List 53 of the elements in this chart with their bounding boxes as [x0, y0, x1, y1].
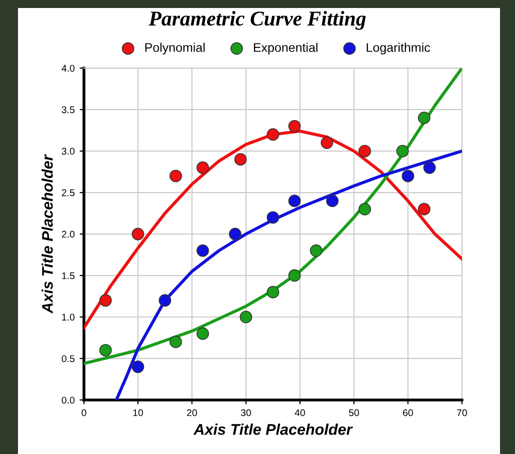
y-axis-title: Axis Title Placeholder — [42, 154, 53, 314]
point — [418, 202, 430, 216]
point — [196, 327, 209, 340]
point — [196, 244, 209, 257]
point — [132, 360, 144, 374]
point — [423, 161, 436, 174]
chart-title: Parametric Curve Fitting — [148, 10, 366, 30]
y-tick-label: 4.0 — [62, 64, 75, 72]
point — [132, 228, 144, 240]
y-tick-label: 2.0 — [62, 230, 75, 238]
point — [158, 294, 172, 307]
x-tick-label: 20 — [187, 409, 197, 416]
point — [196, 161, 209, 174]
legend-label: Exponential — [254, 42, 318, 54]
y-tick-label: 1.0 — [62, 314, 75, 321]
y-tick-label: 1.5 — [62, 272, 75, 280]
point — [266, 211, 280, 224]
y-tick-label: 0.0 — [62, 396, 75, 404]
point — [170, 336, 182, 348]
point — [170, 170, 182, 182]
x-tick-label: 30 — [240, 409, 251, 416]
line-series — [114, 150, 462, 400]
point — [418, 112, 430, 124]
point — [99, 344, 112, 356]
point — [99, 294, 112, 307]
point — [310, 244, 322, 257]
x-tick-label: 10 — [133, 409, 143, 416]
point — [320, 136, 334, 149]
y-tick-label: 2.5 — [62, 189, 75, 196]
x-axis-title: Axis Title Placeholder — [193, 424, 353, 435]
x-tick-label: 70 — [457, 409, 467, 416]
x-tick-label: 0 — [82, 409, 86, 416]
point — [234, 153, 247, 166]
x-tick-label: 60 — [403, 409, 413, 416]
point — [402, 170, 414, 182]
y-tick-label: 0.5 — [62, 355, 75, 362]
point — [288, 269, 301, 282]
point — [358, 202, 371, 216]
point — [266, 286, 280, 298]
y-tick-label: 3.0 — [62, 148, 75, 155]
point — [358, 144, 371, 158]
x-tick-label: 40 — [294, 409, 305, 416]
point — [326, 194, 339, 208]
point — [288, 120, 301, 132]
y-tick-label: 3.5 — [62, 106, 75, 114]
x-tick-label: 50 — [348, 409, 359, 416]
point — [288, 194, 301, 208]
legend-label: Logarithmic — [366, 42, 430, 54]
point — [240, 310, 252, 324]
point — [396, 144, 409, 158]
point — [266, 128, 280, 141]
legend-label: Polynomial — [145, 42, 205, 54]
point — [228, 228, 242, 240]
